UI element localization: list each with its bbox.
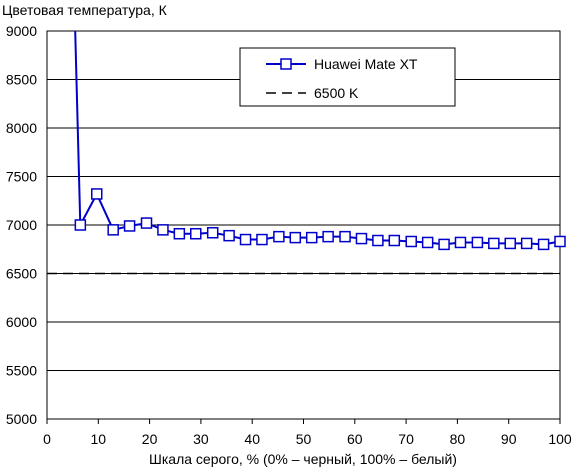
data-point-huawei xyxy=(74,219,87,231)
data-point-huawei xyxy=(91,188,103,200)
y-tick-label: 6500 xyxy=(6,266,37,282)
y-tick-label: 7000 xyxy=(6,217,37,233)
legend-box xyxy=(239,47,456,107)
y-tick-label: 5500 xyxy=(6,363,37,379)
data-point-huawei xyxy=(438,238,450,251)
x-tick-label: 100 xyxy=(548,431,572,447)
data-point-huawei xyxy=(157,224,169,236)
data-point-huawei xyxy=(454,236,467,249)
y-tick-label: 7500 xyxy=(6,169,37,185)
data-point-huawei xyxy=(372,234,384,247)
data-point-huawei xyxy=(322,230,334,243)
y-tick-label: 6000 xyxy=(6,314,37,330)
x-tick-label: 60 xyxy=(347,431,363,447)
y-tick-label: 8000 xyxy=(6,120,37,136)
data-point-huawei xyxy=(488,237,500,250)
y-tick-label: 8500 xyxy=(6,72,37,88)
y-axis-ticks: 5000 5500 6000 6500 7000 7500 8000 8500 9000 xyxy=(6,23,37,427)
data-point-huawei xyxy=(520,237,533,250)
x-axis-ticks: 0 10 20 30 40 50 60 70 80 90 100 xyxy=(43,419,572,447)
x-tick-label: 10 xyxy=(91,431,107,447)
data-point-huawei xyxy=(537,238,550,251)
data-point-huawei xyxy=(123,220,136,232)
data-point-huawei xyxy=(339,230,351,243)
data-point-huawei xyxy=(388,234,401,247)
data-point-huawei xyxy=(471,236,484,249)
data-point-huawei xyxy=(206,227,219,239)
legend-marker-huawei xyxy=(280,58,292,70)
data-point-huawei xyxy=(223,229,235,242)
data-point-huawei xyxy=(273,230,285,243)
chart-title: Цветовая температура, К xyxy=(2,2,168,18)
data-point-huawei xyxy=(421,236,434,249)
data-point-huawei xyxy=(405,235,417,248)
data-point-huawei xyxy=(173,227,186,240)
y-tick-label: 9000 xyxy=(6,23,37,39)
data-point-huawei xyxy=(190,227,202,240)
x-tick-label: 0 xyxy=(43,431,51,447)
x-tick-label: 20 xyxy=(142,431,158,447)
x-tick-label: 50 xyxy=(296,431,312,447)
data-point-huawei xyxy=(305,231,318,244)
data-point-huawei xyxy=(355,232,368,245)
y-tick-label: 5000 xyxy=(6,411,37,427)
data-point-huawei xyxy=(289,231,302,244)
series-layer xyxy=(47,30,566,275)
data-point-huawei xyxy=(239,233,252,246)
data-point-huawei xyxy=(504,237,516,250)
data-point-huawei xyxy=(107,224,119,236)
legend: Huawei Mate XT 6500 K xyxy=(239,47,456,107)
data-point-huawei xyxy=(140,217,153,229)
legend-label-6500k: 6500 K xyxy=(314,85,359,101)
x-axis-label: Шкала серого, % (0% – черный, 100% – бел… xyxy=(149,451,457,467)
x-tick-label: 70 xyxy=(398,431,414,447)
data-point-huawei xyxy=(554,235,566,248)
x-tick-label: 90 xyxy=(501,431,517,447)
x-tick-label: 40 xyxy=(244,431,260,447)
legend-label-huawei: Huawei Mate XT xyxy=(314,56,418,72)
data-point-huawei xyxy=(256,233,268,246)
x-tick-label: 30 xyxy=(193,431,209,447)
x-tick-label: 80 xyxy=(450,431,466,447)
